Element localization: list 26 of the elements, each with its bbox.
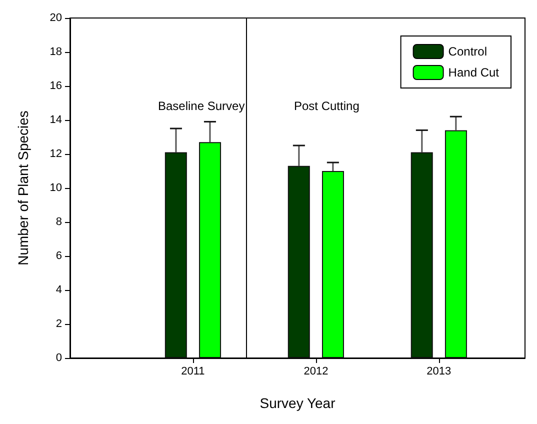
y-axis-title: Number of Plant Species — [15, 110, 31, 266]
bar — [288, 166, 310, 358]
y-tick-label: 2 — [56, 318, 62, 330]
x-tick-label: 2013 — [426, 366, 452, 378]
y-tick-label: 10 — [50, 182, 62, 194]
y-tick-label: 18 — [50, 46, 62, 58]
x-tick-label: 2012 — [304, 366, 328, 378]
y-tick-label: 14 — [50, 114, 62, 126]
legend-label: Control — [448, 44, 487, 58]
annotation: Post Cutting — [294, 99, 360, 113]
y-tick-label: 16 — [50, 80, 62, 92]
annotation: Baseline Survey — [158, 99, 245, 113]
x-tick-label: 2011 — [181, 366, 205, 378]
y-tick-label: 6 — [56, 250, 62, 262]
y-tick-label: 0 — [56, 352, 62, 364]
y-tick-label: 8 — [56, 216, 62, 228]
bar — [164, 152, 187, 358]
bar — [444, 130, 467, 358]
y-tick-label: 4 — [56, 284, 62, 296]
y-tick-label: 20 — [50, 12, 62, 24]
legend-label: Hand Cut — [448, 66, 500, 80]
bar — [322, 171, 344, 358]
y-tick-label: 12 — [50, 148, 62, 160]
bar — [410, 152, 433, 358]
bar — [199, 142, 222, 358]
x-axis-title: Survey Year — [260, 395, 336, 411]
